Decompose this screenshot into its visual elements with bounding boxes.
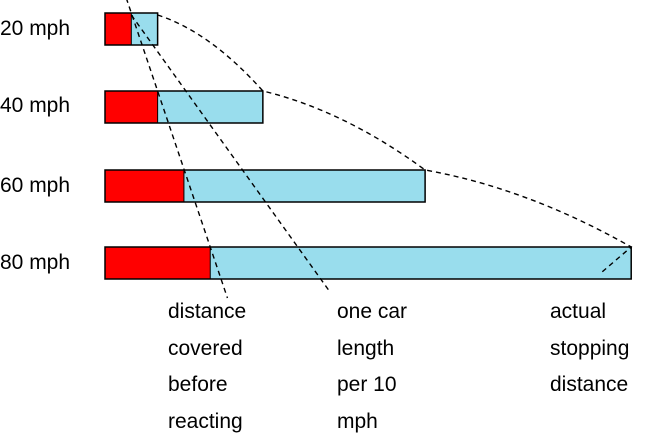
braking-bar-60mph: [184, 170, 425, 202]
annotation-stopping-distance: actual stopping distance: [550, 294, 629, 404]
braking-bar-40mph: [158, 91, 263, 123]
annotation-line: one car: [337, 294, 407, 331]
category-label-40mph: 40 mph: [0, 94, 70, 118]
reaction-bar-80mph: [105, 247, 210, 279]
annotation-line: covered: [168, 331, 246, 368]
bars-group: [105, 13, 631, 279]
reaction-bar-40mph: [105, 91, 158, 123]
reaction-bar-20mph: [105, 13, 131, 45]
category-label-20mph: 20 mph: [0, 17, 70, 41]
annotation-line: mph: [337, 404, 407, 440]
category-label-80mph: 80 mph: [0, 251, 70, 275]
annotation-car-length: one car length per 10 mph: [337, 294, 407, 440]
annotation-line: reacting: [168, 404, 246, 440]
annotation-line: stopping: [550, 331, 629, 368]
stopping-distance-curve: [158, 15, 632, 272]
annotation-line: before: [168, 367, 246, 404]
annotation-line: per 10: [337, 367, 407, 404]
category-label-60mph: 60 mph: [0, 174, 70, 198]
braking-bar-80mph: [210, 247, 631, 279]
annotation-line: distance: [168, 294, 246, 331]
annotation-line: distance: [550, 367, 629, 404]
annotation-line: actual: [550, 294, 629, 331]
annotation-line: length: [337, 331, 407, 368]
reaction-bar-60mph: [105, 170, 184, 202]
annotation-reaction-distance: distance covered before reacting: [168, 294, 246, 440]
braking-bar-20mph: [131, 13, 157, 45]
